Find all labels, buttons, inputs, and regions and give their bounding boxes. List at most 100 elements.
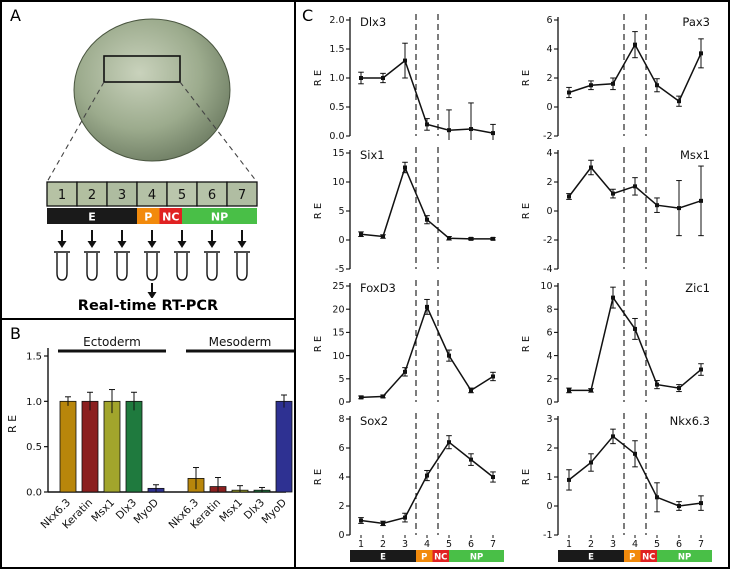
data-line xyxy=(360,441,494,525)
y-axis-label: R E xyxy=(521,336,532,352)
panel-a-label: A xyxy=(10,6,21,25)
chart-title: FoxD3 xyxy=(360,281,396,295)
svg-text:2: 2 xyxy=(338,501,344,512)
svg-text:4: 4 xyxy=(338,472,344,483)
x-tick-label: 7 xyxy=(490,539,496,550)
data-point xyxy=(677,386,681,391)
tube-icon xyxy=(234,251,250,281)
line-chart-sox2: 0 2 4 6 8 R E Sox2 1 2 3 4 5 6 7 E P NC NP xyxy=(310,409,514,567)
svg-text:8: 8 xyxy=(546,304,552,315)
data-point xyxy=(425,304,429,309)
bar-mesoderm-MyoD xyxy=(275,400,293,493)
svg-text:10: 10 xyxy=(332,351,344,362)
svg-text:2: 2 xyxy=(546,374,552,385)
svg-text:0: 0 xyxy=(546,102,552,113)
data-line xyxy=(361,59,494,134)
svg-text:E: E xyxy=(588,553,594,563)
tube-icon xyxy=(54,251,70,281)
down-arrow-icon xyxy=(207,230,217,248)
data-point xyxy=(633,184,637,189)
region-bar-NC xyxy=(159,208,182,224)
data-point xyxy=(589,388,593,393)
data-point xyxy=(469,457,473,462)
embryo-photo xyxy=(73,18,231,162)
chart-title: Nkx6.3 xyxy=(670,414,710,428)
y-axis-label: R E xyxy=(521,70,532,86)
svg-text:NP: NP xyxy=(470,553,483,563)
x-tick-label: 3 xyxy=(402,539,408,550)
data-point xyxy=(611,191,615,196)
svg-text:0: 0 xyxy=(546,206,552,217)
svg-text:4: 4 xyxy=(546,44,552,55)
svg-text:25: 25 xyxy=(332,281,344,292)
region-bar-NP xyxy=(182,208,257,224)
x-tick-label: 6 xyxy=(676,539,682,550)
region-bar-NC xyxy=(432,550,449,562)
data-point xyxy=(469,236,473,241)
data-point xyxy=(655,495,659,500)
panel-b-label: B xyxy=(10,324,21,343)
svg-text:4: 4 xyxy=(546,351,552,362)
data-point xyxy=(677,206,681,211)
data-point xyxy=(447,353,451,358)
data-point xyxy=(381,521,385,526)
svg-text:10: 10 xyxy=(540,281,552,292)
region-bar-NP xyxy=(657,550,712,562)
group-label: Mesoderm xyxy=(209,335,272,349)
bar-ectoderm-Nkx6.3 xyxy=(59,400,77,493)
panel-a: A 1 2 3 4 5 6 7 E P NC NP Real-time RT-PCR xyxy=(2,2,296,320)
data-point xyxy=(425,217,429,222)
x-tick-label: 1 xyxy=(566,539,572,550)
data-point xyxy=(469,127,473,132)
line-chart-zic1: 0 2 4 6 8 10 R E Zic1 xyxy=(518,276,722,406)
section-number: 3 xyxy=(118,188,126,203)
data-point xyxy=(611,81,615,86)
panel-a-diagram: 1 2 3 4 5 6 7 E P NC NP xyxy=(46,18,258,298)
x-tick-label: 7 xyxy=(698,539,704,550)
svg-text:0.5: 0.5 xyxy=(329,102,344,113)
data-point xyxy=(589,83,593,88)
region-label: NC xyxy=(162,211,179,224)
y-axis-label: R E xyxy=(313,203,324,219)
svg-text:2: 2 xyxy=(546,443,552,454)
svg-text:5: 5 xyxy=(338,374,344,385)
section-cell xyxy=(136,181,168,207)
section-cell xyxy=(166,181,198,207)
data-point xyxy=(469,388,473,393)
group-label: Ectoderm xyxy=(83,335,141,349)
tube-icon xyxy=(114,251,130,281)
line-chart-msx1: -4 -2 0 2 4 R E Msx1 xyxy=(518,143,722,273)
bar-category-label: MyoD xyxy=(132,497,162,527)
svg-text:4: 4 xyxy=(546,148,552,159)
panel-c-label: C xyxy=(302,6,314,25)
svg-text:1.5: 1.5 xyxy=(329,44,344,55)
down-arrow-icon xyxy=(177,230,187,248)
svg-text:0.0: 0.0 xyxy=(26,488,42,499)
bar-ectoderm-Dlx3 xyxy=(125,400,143,493)
x-tick-label: 6 xyxy=(468,539,474,550)
y-axis-label: R E xyxy=(521,469,532,485)
data-point xyxy=(447,128,451,133)
down-arrow-icon xyxy=(57,230,67,248)
tube-icon xyxy=(84,251,100,281)
chart-title: Six1 xyxy=(360,148,385,162)
data-point xyxy=(567,194,571,199)
svg-text:NC: NC xyxy=(434,553,447,563)
svg-text:10: 10 xyxy=(332,177,344,188)
svg-text:5: 5 xyxy=(338,206,344,217)
tube-icon xyxy=(174,251,190,281)
bar-ectoderm-Keratin xyxy=(81,400,99,493)
chart-title: Sox2 xyxy=(360,414,388,428)
panel-b-bar-chart: 0.00.51.01.5R ENkx6.3KeratinMsx1Dlx3MyoD… xyxy=(6,335,294,531)
dissected-region-outline xyxy=(103,55,181,83)
svg-text:NP: NP xyxy=(678,553,691,563)
svg-text:P: P xyxy=(629,553,635,563)
data-point xyxy=(447,440,451,445)
data-point xyxy=(655,203,659,208)
bar-category-label: MyoD xyxy=(260,497,290,527)
section-cell xyxy=(76,181,108,207)
y-axis-label: R E xyxy=(313,70,324,86)
data-point xyxy=(491,131,495,136)
section-number: 6 xyxy=(208,188,216,203)
rtpcr-caption: Real-time RT-PCR xyxy=(77,298,219,314)
